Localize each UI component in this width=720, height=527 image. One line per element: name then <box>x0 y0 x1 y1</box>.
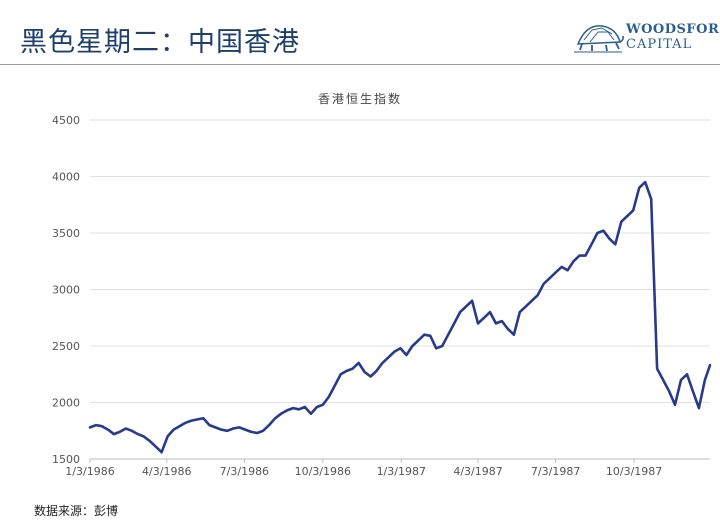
y-tick-label: 4000 <box>52 171 80 184</box>
y-tick-label: 2500 <box>52 340 80 353</box>
chart-plot-area: 1500 2000 2500 3000 3500 4000 4500 1/3/1986 4/3… <box>52 114 712 478</box>
y-tick-label: 3500 <box>52 227 80 240</box>
series-line <box>88 180 712 454</box>
series-group <box>88 180 712 454</box>
x-tick-label: 7/3/1987 <box>531 465 580 478</box>
gridlines <box>90 119 710 460</box>
logo-text-sub: CAPITAL <box>626 37 693 52</box>
y-axis-labels: 1500 2000 2500 3000 3500 4000 4500 <box>52 114 80 466</box>
source-note: 数据来源：彭博 <box>34 504 119 518</box>
hang-seng-chart: 香港恒生指数 1500 2000 2500 3000 3500 4000 4500 1/3/… <box>0 80 720 480</box>
x-tick-label: 10/3/1987 <box>606 465 662 478</box>
chart-title: 香港恒生指数 <box>317 92 402 106</box>
y-tick-label: 4500 <box>52 114 80 127</box>
company-logo: WOODSFORD CAPITAL <box>572 18 720 58</box>
turtle-icon <box>574 25 624 53</box>
x-tick-label: 4/3/1987 <box>453 465 502 478</box>
x-tick-label: 1/3/1986 <box>65 465 114 478</box>
header-divider <box>0 64 720 65</box>
x-axis-labels: 1/3/1986 4/3/1986 7/3/1986 10/3/1986 1/3/198… <box>65 459 662 478</box>
y-tick-label: 1500 <box>52 453 80 466</box>
y-tick-label: 3000 <box>52 284 80 297</box>
x-tick-label: 1/3/1987 <box>377 465 426 478</box>
page-title: 黑色星期二：中国香港 <box>20 27 300 58</box>
x-tick-label: 10/3/1986 <box>295 465 351 478</box>
x-tick-label: 7/3/1986 <box>220 465 269 478</box>
y-tick-label: 2000 <box>52 397 80 410</box>
x-tick-label: 4/3/1986 <box>142 465 191 478</box>
logo-text-main: WOODSFORD <box>626 22 720 37</box>
